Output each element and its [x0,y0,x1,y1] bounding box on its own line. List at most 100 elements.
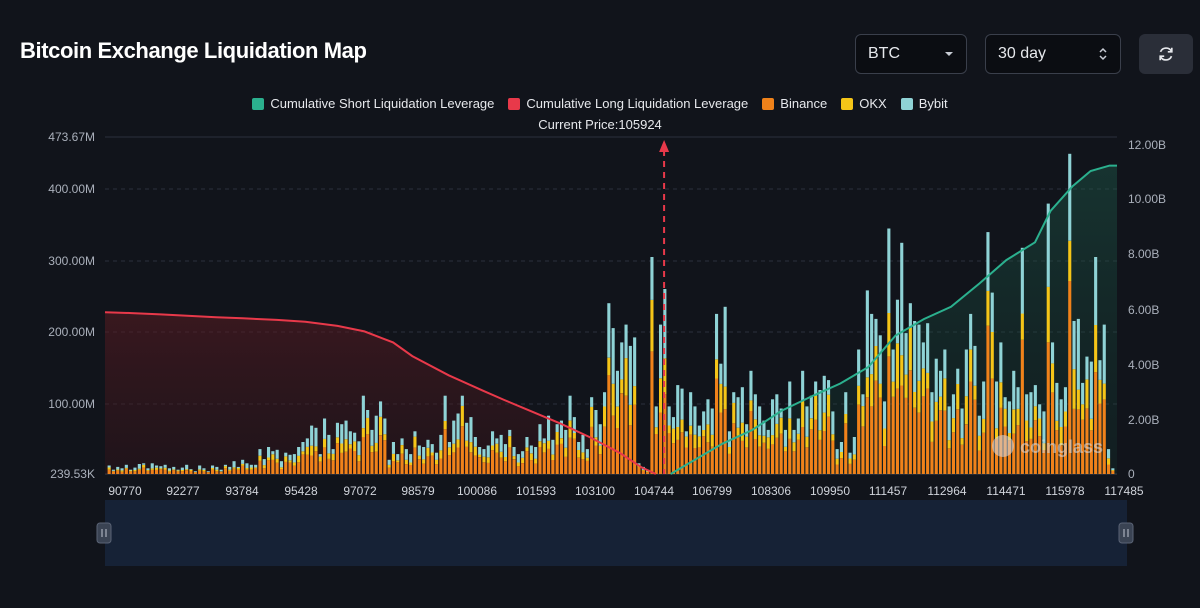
bar-segment-okx [835,458,839,465]
bar-segment-okx [456,439,460,448]
liquidation-bar [1016,387,1020,474]
legend-item-okx[interactable]: OKX [841,96,887,111]
range-slider-handle-right[interactable] [1118,522,1134,544]
liquidation-bar [124,464,128,474]
bar-segment-bybit [223,464,227,467]
time-range-select[interactable]: 30 day [985,34,1121,74]
legend-item-short[interactable]: Cumulative Short Liquidation Leverage [252,96,494,111]
legend-label: OKX [859,96,887,111]
caret-down-icon [945,52,953,56]
bar-segment-bybit [460,395,464,406]
bar-segment-binance [503,461,507,474]
bar-segment-okx [982,418,986,433]
bar-segment-bybit [107,465,111,468]
legend-label: Cumulative Short Liquidation Leverage [270,96,495,111]
bar-segment-okx [185,469,189,471]
bar-segment-bybit [762,420,766,436]
chart-legend: Cumulative Short Liquidation Leverage Cu… [0,96,1200,111]
range-slider-handle-left[interactable] [96,522,112,544]
bar-segment-binance [297,462,301,474]
liquidation-bar [551,439,555,474]
bar-segment-okx [189,469,193,472]
bar-segment-bybit [1111,468,1115,471]
liquidation-bar [809,395,813,474]
bar-segment-okx [926,372,930,389]
bar-segment-binance [861,426,865,474]
bar-segment-okx [1012,409,1016,434]
bar-segment-binance [895,388,899,474]
bar-segment-okx [435,459,439,465]
liquidation-bar [857,349,861,474]
bar-segment-okx [671,428,675,444]
bar-segment-bybit [521,451,525,458]
bar-segment-bybit [702,411,706,430]
bar-segment-bybit [116,466,120,470]
bar-segment-bybit [926,323,930,373]
legend-item-long[interactable]: Cumulative Long Liquidation Leverage [508,96,748,111]
liquidation-bar [947,406,951,474]
liquidation-bar [663,289,667,474]
bar-segment-bybit [1102,324,1106,384]
bar-segment-binance [400,453,404,474]
symbol-select[interactable]: BTC [855,34,967,74]
page-title: Bitcoin Exchange Liquidation Map [20,38,367,63]
bar-segment-bybit [137,464,141,469]
legend-swatch [762,97,775,110]
liquidation-bar [999,342,1003,474]
bar-segment-bybit [641,466,645,470]
y-right-tick-label: 12.00B [1128,138,1166,152]
liquidation-bar [827,380,831,474]
bar-segment-okx [719,383,723,413]
liquidation-bar [142,463,146,474]
bar-segment-okx [753,419,757,439]
bar-segment-binance [473,455,477,474]
legend-item-binance[interactable]: Binance [762,96,827,111]
bar-segment-bybit [374,415,378,443]
bar-segment-bybit [590,397,594,407]
legend-item-bybit[interactable]: Bybit [900,96,948,111]
bar-segment-bybit [710,408,714,435]
liquidation-bar [1111,468,1115,474]
bar-segment-binance [723,409,727,474]
liquidation-bar [443,395,447,474]
bar-segment-bybit [939,370,943,397]
liquidation-bar [275,449,279,474]
bar-segment-bybit [146,468,150,470]
liquidation-bar [340,424,344,474]
bar-segment-binance [883,446,887,474]
bar-segment-bybit [715,313,719,360]
liquidation-bar [943,349,947,474]
bar-segment-binance [292,465,296,474]
bar-segment-bybit [740,387,744,423]
bar-segment-binance [715,378,719,474]
bar-segment-okx [995,428,999,439]
liquidation-bar [921,342,925,474]
bar-segment-binance [538,447,542,474]
bar-segment-binance [857,404,861,474]
bar-segment-okx [547,440,551,449]
bar-segment-bybit [387,459,391,465]
bar-segment-binance [564,456,568,474]
bar-segment-binance [223,468,227,474]
liquidation-bar [439,434,443,474]
bar-segment-binance [439,458,443,474]
bar-segment-binance [344,451,348,474]
liquidation-bar [973,345,977,474]
liquidation-bar [137,464,141,474]
bar-segment-binance [525,451,529,474]
bar-segment-bybit [564,429,568,448]
bar-segment-bybit [335,422,339,438]
liquidation-bar [814,381,818,474]
bar-segment-binance [904,397,908,474]
bar-segment-okx [357,455,361,462]
refresh-button[interactable] [1139,34,1193,74]
bar-segment-okx [137,468,141,470]
symbol-select-value: BTC [868,45,900,62]
bar-segment-binance [1046,342,1050,474]
bar-segment-binance [913,407,917,474]
bar-segment-binance [361,437,365,474]
bar-segment-binance [370,452,374,474]
x-tick-label: 104744 [634,484,674,498]
bar-segment-okx [934,401,938,421]
bar-segment-okx [839,452,843,459]
